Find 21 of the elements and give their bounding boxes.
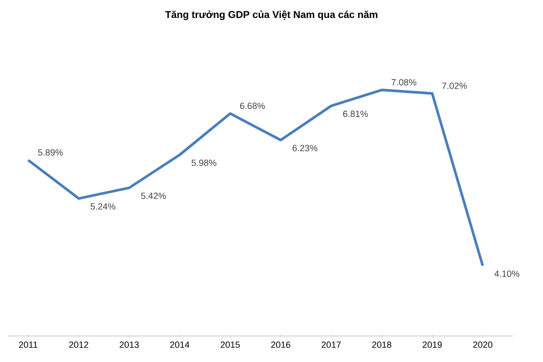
x-tick-label: 2015 xyxy=(220,342,240,348)
data-label: 5.42% xyxy=(141,192,166,200)
data-label: 7.02% xyxy=(442,82,467,89)
x-tick-label: 2013 xyxy=(120,342,139,348)
x-tick-label: 2012 xyxy=(69,342,88,348)
x-tick-label: 2018 xyxy=(372,342,392,348)
x-tick-label: 2017 xyxy=(322,342,341,348)
data-label: 7.08% xyxy=(392,79,416,86)
data-label: 5.98% xyxy=(192,160,216,166)
data-label: 6.23% xyxy=(292,144,318,152)
data-label: 6.68% xyxy=(240,102,265,110)
x-tick-label: 2016 xyxy=(271,342,290,348)
data-label: 5.24% xyxy=(90,203,116,210)
x-tick-label: 2020 xyxy=(473,342,492,348)
data-label: 5.89% xyxy=(38,149,63,156)
data-label: 6.81% xyxy=(343,110,368,118)
x-tick-label: 2014 xyxy=(170,342,190,348)
x-tick-label: 2019 xyxy=(422,342,442,348)
data-label: 4.10% xyxy=(494,270,520,277)
chart-title: Tăng trưởng GDP của Việt Nam qua các năm xyxy=(165,10,378,20)
x-tick-label: 2011 xyxy=(19,342,38,348)
